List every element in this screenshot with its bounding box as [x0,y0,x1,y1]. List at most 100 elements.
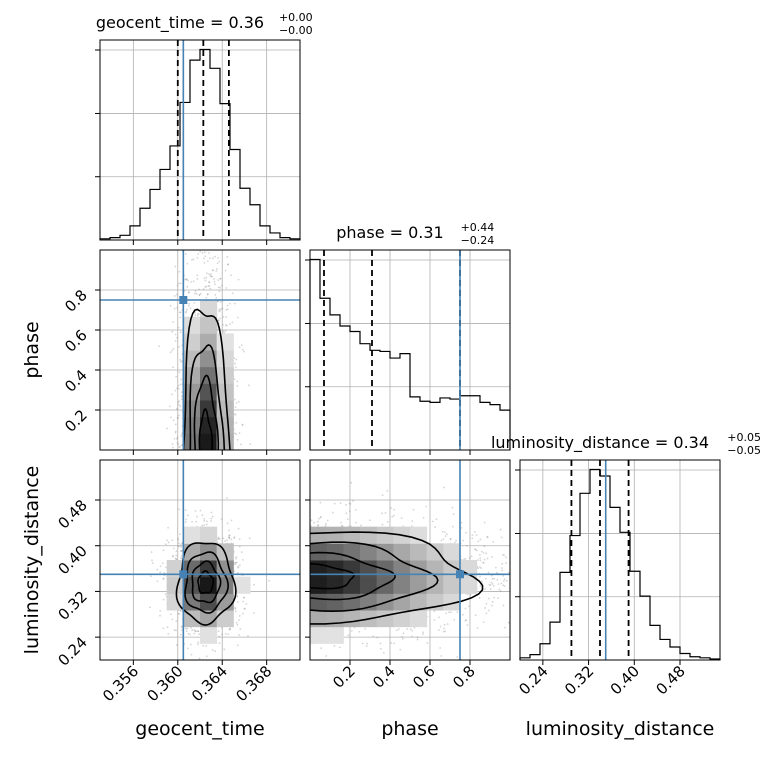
sample-point [198,657,201,660]
sample-point [411,520,414,523]
sample-point [176,416,179,419]
contour-line [310,562,355,590]
sample-point [268,579,271,582]
sample-point [167,541,170,544]
x-tick-label: 0.32 [561,662,597,698]
sample-point [402,632,405,635]
sample-point [161,562,164,565]
truth-marker [179,570,188,579]
sample-point [205,655,208,658]
sample-point [174,430,177,433]
sample-point [497,597,499,600]
sample-point [204,279,207,282]
sample-point [443,623,446,626]
sample-point [169,351,172,354]
sample-point [156,580,159,583]
sample-point [478,566,481,569]
sample-point [206,520,208,523]
sample-point [226,308,229,311]
sample-point [393,514,395,517]
sample-point [346,518,349,521]
sample-point [379,642,382,645]
sample-point [317,524,320,526]
sample-point [219,286,222,289]
density-block [443,576,461,594]
sample-point [228,534,230,537]
sample-point [212,269,214,272]
sample-point [431,520,434,523]
panel-frame [99,249,301,451]
sample-point [478,554,481,556]
y-tick-label: 0.8 [61,286,91,316]
sample-point [491,604,493,607]
sample-point [411,635,413,638]
sample-point [239,628,242,631]
sample-point [381,512,384,515]
sample-point [201,252,204,254]
density-block [410,610,428,628]
sample-point [214,650,217,653]
sample-point [227,633,230,636]
sample-point [465,619,468,622]
sample-point [479,585,482,587]
sample-point [202,644,205,647]
sample-point [178,533,181,536]
sample-point [435,518,438,521]
sample-point [406,628,409,631]
sample-point [493,578,496,580]
sample-point [443,627,445,630]
sample-point [352,500,354,502]
sample-point [238,564,241,567]
sample-point [162,598,165,601]
density-block [310,526,328,544]
sample-point [217,279,220,282]
sample-point [237,527,240,530]
sample-point [490,556,493,558]
sample-point [233,537,235,539]
sample-point [217,328,219,331]
sample-point [235,433,238,436]
sample-point [504,626,506,629]
sample-point [191,520,193,523]
sample-point [179,445,181,448]
sample-point [193,632,196,635]
sample-point [208,273,211,276]
density-block [200,433,218,450]
sample-point [486,557,489,560]
sample-point [196,278,199,280]
sample-point [226,256,229,258]
sample-point [177,326,180,329]
sample-point [473,530,476,533]
sample-point [489,588,492,591]
sample-point [384,511,387,514]
sample-point [460,521,463,524]
sample-point [445,612,448,615]
sample-point [345,503,347,506]
sample-point [197,641,200,644]
panel-frame [309,459,511,661]
sample-point [218,308,220,311]
panel-title-geocent_time: geocent_time = 0.36 [96,13,264,33]
x-tick-label: 0.40 [607,662,643,698]
sample-point [196,256,199,259]
sample-point [180,378,183,381]
sample-point [210,275,213,278]
sample-point [194,314,197,317]
x-tick-label: 0.4 [369,662,399,692]
sample-point [163,572,166,574]
sample-point [492,585,495,587]
sample-point [501,569,504,572]
sample-point [228,537,231,540]
sample-point [180,435,183,438]
panel-frame [99,459,301,661]
sample-point [184,627,187,630]
sample-point [213,280,216,283]
sample-point [236,385,239,387]
sample-point [176,438,178,440]
sample-point [191,629,194,632]
sample-point [165,566,168,569]
sample-point [393,642,395,645]
sample-point [175,550,178,553]
sample-point [422,633,424,635]
sample-point [202,257,205,260]
